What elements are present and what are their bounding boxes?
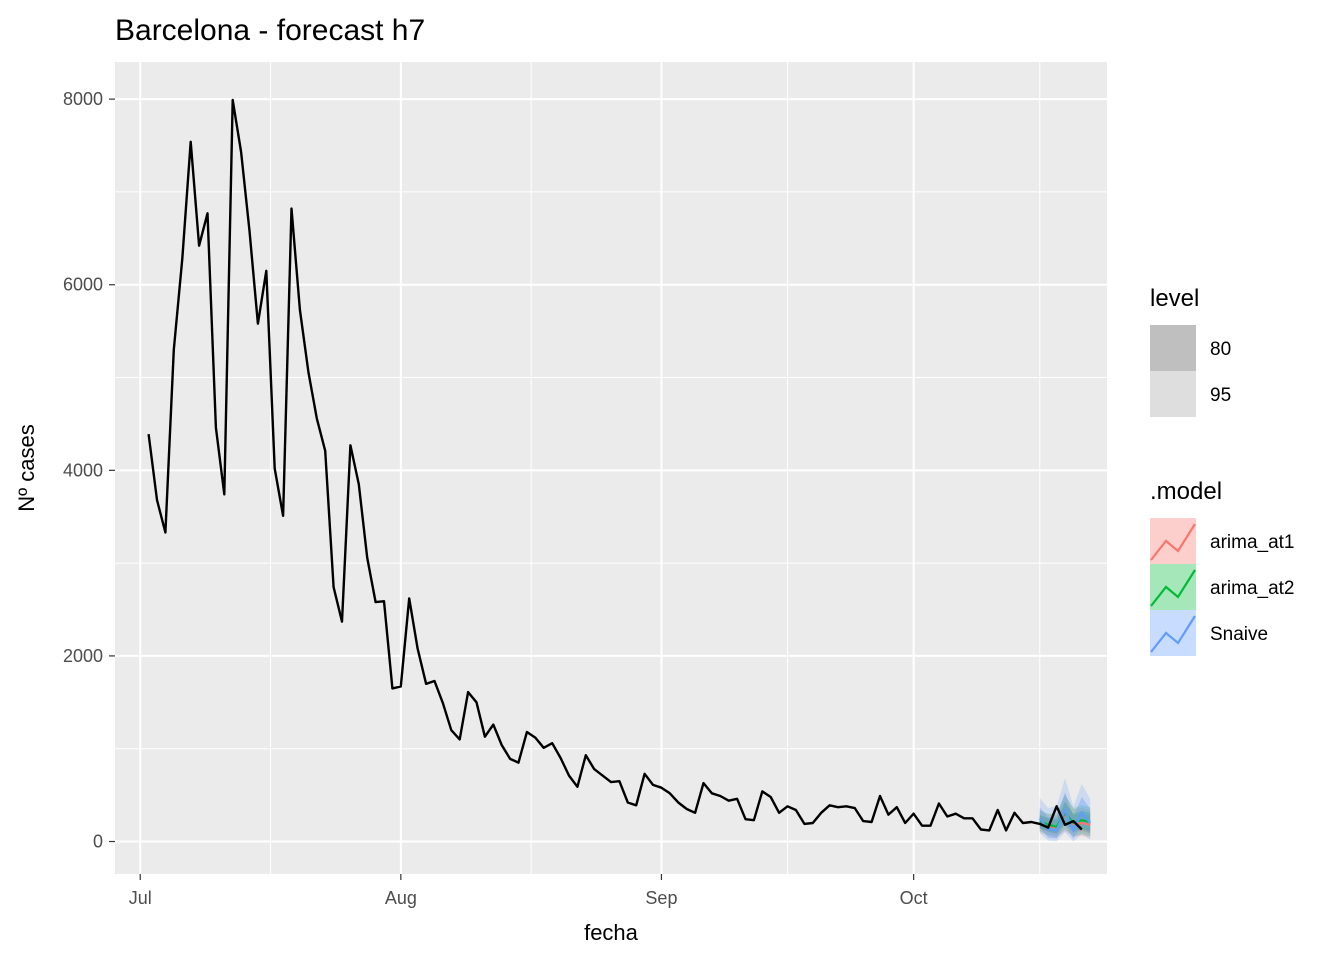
axes: 0 2000 4000 6000 8000 Jul Aug Sep Oct bbox=[63, 89, 928, 908]
y-tick-label: 4000 bbox=[63, 460, 103, 480]
y-tick-label: 2000 bbox=[63, 646, 103, 666]
legend-model-key bbox=[1150, 564, 1196, 610]
legend-level-key bbox=[1150, 371, 1196, 417]
x-axis-title: fecha bbox=[584, 920, 639, 945]
legend-model-label: arima_at1 bbox=[1210, 532, 1295, 553]
x-tick-label: Jul bbox=[129, 888, 152, 908]
legend-model-line-icon bbox=[1150, 569, 1196, 607]
legend-model-label: Snaive bbox=[1210, 624, 1268, 645]
legend-level-label: 95 bbox=[1210, 385, 1231, 406]
x-tick-label: Oct bbox=[900, 888, 928, 908]
plot-panel bbox=[115, 62, 1107, 874]
legend-level-label: 80 bbox=[1210, 339, 1231, 360]
x-tick-label: Aug bbox=[385, 888, 417, 908]
chart-title: Barcelona - forecast h7 bbox=[115, 14, 425, 47]
forecast-line-Snaive bbox=[1038, 807, 1092, 834]
y-tick-label: 6000 bbox=[63, 275, 103, 295]
legend-model-line-icon bbox=[1150, 523, 1196, 561]
series-lines bbox=[147, 98, 1092, 834]
y-axis-title: Nº cases bbox=[14, 424, 39, 512]
observed-series-line bbox=[147, 98, 1083, 832]
grid-lines bbox=[115, 62, 1107, 874]
legend-model-key bbox=[1150, 518, 1196, 564]
legend-model-line-icon bbox=[1150, 615, 1196, 653]
legend-level-key bbox=[1150, 325, 1196, 371]
legend-model-label: arima_at2 bbox=[1210, 578, 1295, 599]
legend: level 80 95 .model arima_at1 arima_at2 Snaive bbox=[1150, 285, 1295, 656]
legend-model-key bbox=[1150, 610, 1196, 656]
legend-model-title: .model bbox=[1150, 478, 1222, 505]
x-tick-label: Sep bbox=[645, 888, 677, 908]
legend-level-title: level bbox=[1150, 285, 1199, 312]
y-tick-label: 8000 bbox=[63, 89, 103, 109]
y-tick-label: 0 bbox=[93, 832, 103, 852]
